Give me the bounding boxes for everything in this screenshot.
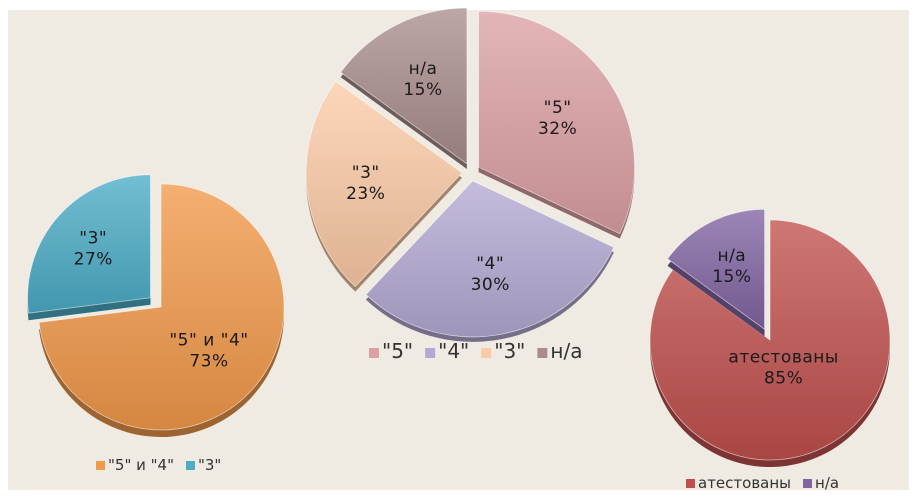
- pie-chart-1: "5" и "4"73% "3"27%: [28, 175, 285, 437]
- legend-item-5-и-4: "5" и "4": [96, 456, 174, 474]
- pie-chart-2-slice-5-percent: 32%: [538, 119, 577, 139]
- pie-chart-2-slice-3-label: "3": [352, 163, 380, 183]
- legend-label: "5": [382, 339, 413, 363]
- pie-chart-3-slice-атестованы-label: атестованы: [728, 348, 838, 368]
- legend-item-на: н/а: [803, 474, 839, 492]
- legend-swatch: [537, 348, 547, 358]
- pie-chart-2-slice-4-percent: 30%: [471, 275, 510, 295]
- pie-chart-3-legend: атестованы н/а: [686, 474, 839, 492]
- legend-label: н/а: [815, 474, 839, 492]
- pie-chart-3-slice-на-label: н/а: [717, 246, 746, 266]
- legend-item-3: "3": [186, 456, 221, 474]
- legend-item-3: "3": [481, 339, 525, 363]
- pie-chart-1-slice-5-и-4-percent: 73%: [189, 351, 228, 371]
- legend-label: атестованы: [698, 474, 791, 492]
- legend-swatch: [803, 479, 812, 488]
- pie-chart-2-slice-5-label: "5": [544, 98, 572, 118]
- pie-chart-2: "5"32% "4"30% "3"23% н/а15%: [306, 8, 635, 342]
- pie-chart-1-legend: "5" и "4" "3": [96, 456, 221, 474]
- pie-chart-2-slice-4-label: "4": [476, 254, 504, 274]
- legend-item-атестованы: атестованы: [686, 474, 791, 492]
- legend-label: "3": [198, 456, 221, 474]
- legend-label: н/а: [550, 339, 582, 363]
- legend-label: "3": [494, 339, 525, 363]
- legend-label: "5" и "4": [108, 456, 174, 474]
- pie-chart-1-slice-3-percent: 27%: [74, 249, 113, 269]
- legend-swatch: [186, 461, 195, 470]
- pie-chart-1-slice-3-label: "3": [79, 228, 107, 248]
- legend-swatch: [686, 479, 695, 488]
- pie-chart-2-slice-на-percent: 15%: [403, 80, 442, 100]
- pie-chart-2-slice-на-label: н/а: [409, 59, 438, 79]
- legend-swatch: [96, 461, 105, 470]
- legend-label: "4": [438, 339, 469, 363]
- legend-swatch: [425, 348, 435, 358]
- legend-item-5: "5": [369, 339, 413, 363]
- pie-chart-1-slice-5-и-4-label: "5" и "4": [169, 330, 248, 350]
- pie-chart-2-legend: "5" "4" "3" н/а: [369, 339, 582, 363]
- legend-swatch: [481, 348, 491, 358]
- pie-chart-3-slice-на-percent: 15%: [712, 267, 751, 287]
- pie-chart-2-slice-3-percent: 23%: [346, 184, 385, 204]
- legend-item-на: н/а: [537, 339, 582, 363]
- legend-item-4: "4": [425, 339, 469, 363]
- pie-chart-3-slice-атестованы-percent: 85%: [764, 369, 803, 389]
- legend-swatch: [369, 348, 379, 358]
